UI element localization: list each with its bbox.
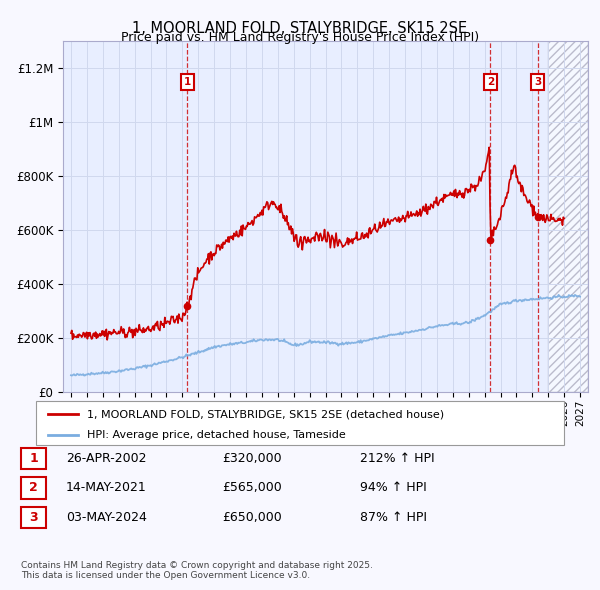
Text: 3: 3	[29, 511, 38, 524]
Text: 212% ↑ HPI: 212% ↑ HPI	[360, 452, 434, 465]
Text: 1, MOORLAND FOLD, STALYBRIDGE, SK15 2SE (detached house): 1, MOORLAND FOLD, STALYBRIDGE, SK15 2SE …	[87, 409, 444, 419]
Text: 2: 2	[29, 481, 38, 494]
Text: £650,000: £650,000	[222, 511, 282, 524]
Text: 87% ↑ HPI: 87% ↑ HPI	[360, 511, 427, 524]
Text: This data is licensed under the Open Government Licence v3.0.: This data is licensed under the Open Gov…	[21, 571, 310, 580]
Text: 94% ↑ HPI: 94% ↑ HPI	[360, 481, 427, 494]
Text: 03-MAY-2024: 03-MAY-2024	[66, 511, 147, 524]
Text: 1, MOORLAND FOLD, STALYBRIDGE, SK15 2SE: 1, MOORLAND FOLD, STALYBRIDGE, SK15 2SE	[133, 21, 467, 35]
Text: 1: 1	[184, 77, 191, 87]
Text: £565,000: £565,000	[222, 481, 282, 494]
Text: 26-APR-2002: 26-APR-2002	[66, 452, 146, 465]
Bar	[548, 41, 588, 392]
Text: £320,000: £320,000	[222, 452, 281, 465]
Text: HPI: Average price, detached house, Tameside: HPI: Average price, detached house, Tame…	[87, 430, 346, 440]
Text: 2: 2	[487, 77, 494, 87]
Text: Price paid vs. HM Land Registry's House Price Index (HPI): Price paid vs. HM Land Registry's House …	[121, 31, 479, 44]
Text: Contains HM Land Registry data © Crown copyright and database right 2025.: Contains HM Land Registry data © Crown c…	[21, 560, 373, 569]
Text: 1: 1	[29, 452, 38, 465]
Text: 3: 3	[534, 77, 541, 87]
Bar	[548, 41, 588, 392]
Text: 14-MAY-2021: 14-MAY-2021	[66, 481, 147, 494]
